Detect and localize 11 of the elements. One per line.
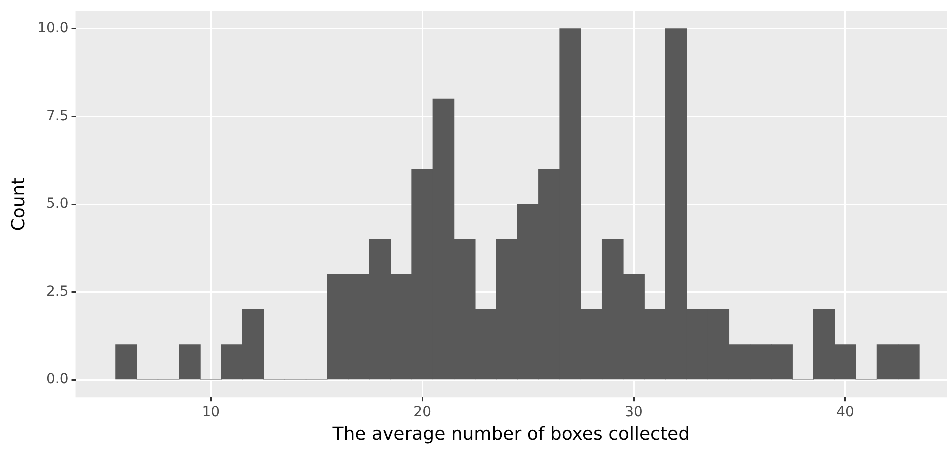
x-tick-label: 10 — [202, 404, 220, 421]
x-tick-label: 30 — [625, 404, 643, 421]
y-axis-title: Count — [8, 178, 30, 232]
x-tick-label: 20 — [414, 404, 432, 421]
y-tick-label: 10.0 — [38, 20, 69, 37]
y-tick-label: 7.5 — [46, 108, 69, 124]
x-tick-label: 40 — [836, 404, 854, 421]
y-tick-label: 2.5 — [46, 284, 69, 300]
y-tick-label: 5.0 — [46, 196, 69, 212]
x-axis-title: The average number of boxes collected — [332, 424, 690, 445]
y-tick-label: 0.0 — [46, 372, 69, 388]
